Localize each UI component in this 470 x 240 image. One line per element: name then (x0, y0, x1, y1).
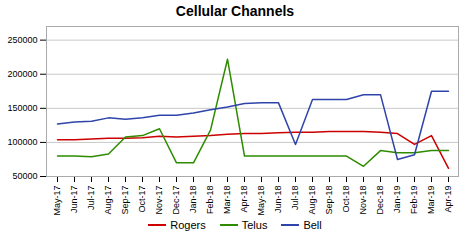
svg-text:Nov-18: Nov-18 (358, 186, 368, 215)
svg-text:Oct-18: Oct-18 (341, 186, 351, 213)
svg-text:Oct-17: Oct-17 (137, 186, 147, 213)
svg-text:Jan-19: Jan-19 (392, 186, 402, 214)
svg-text:150000: 150000 (7, 103, 37, 113)
svg-text:Feb-19: Feb-19 (409, 186, 419, 215)
svg-text:Mar-18: Mar-18 (222, 186, 232, 215)
svg-text:Jun-17: Jun-17 (69, 186, 79, 214)
svg-text:Dec-18: Dec-18 (375, 186, 385, 215)
svg-text:Apr-19: Apr-19 (443, 186, 453, 213)
svg-text:50000: 50000 (12, 171, 37, 181)
svg-text:Apr-18: Apr-18 (239, 186, 249, 213)
html-text:Telus: Telus (241, 219, 268, 231)
svg-text:200000: 200000 (7, 69, 37, 79)
svg-text:Sep-18: Sep-18 (324, 186, 334, 215)
html-text:Bell: Bell (303, 219, 322, 231)
svg-text:Jan-18: Jan-18 (188, 186, 198, 214)
svg-text:Dec-17: Dec-17 (171, 186, 181, 215)
html-text:Cellular Channels: Cellular Channels (175, 3, 295, 19)
svg-text:May-18: May-18 (256, 186, 266, 216)
svg-text:Jul-18: Jul-18 (290, 186, 300, 211)
svg-text:Nov-17: Nov-17 (154, 186, 164, 215)
svg-text:Sep-17: Sep-17 (120, 186, 130, 215)
svg-text:Jul-17: Jul-17 (86, 186, 96, 211)
svg-text:Aug-18: Aug-18 (307, 186, 317, 215)
svg-text:Feb-18: Feb-18 (205, 186, 215, 215)
svg-text:May-17: May-17 (52, 186, 62, 216)
svg-text:Jun-18: Jun-18 (273, 186, 283, 214)
svg-text:100000: 100000 (7, 137, 37, 147)
svg-text:Aug-17: Aug-17 (103, 186, 113, 215)
svg-text:Mar-19: Mar-19 (426, 186, 436, 215)
html-text:Rogers: Rogers (170, 219, 206, 231)
svg-text:250000: 250000 (7, 35, 37, 45)
